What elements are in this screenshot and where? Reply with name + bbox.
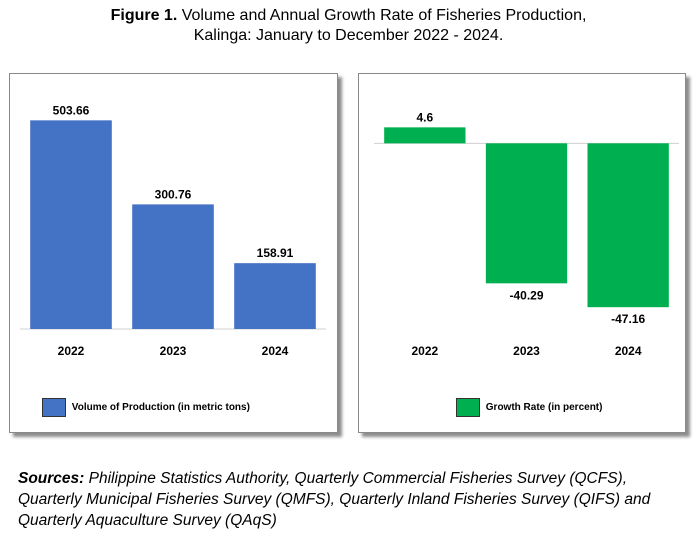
growth-bar-2024 — [587, 143, 669, 308]
volume-data-label-2024: 158.91 — [257, 246, 294, 260]
growth-bar-2022 — [384, 127, 466, 144]
volume-chart-panel: 503.66 2022 300.76 2023 158.91 2024 Volume of… — [9, 73, 338, 433]
volume-data-label-2023: 300.76 — [155, 187, 192, 201]
figure-label: Figure 1. — [110, 7, 178, 24]
growth-tick-label-2023: 2023 — [513, 344, 540, 358]
volume-tick-label-2023: 2023 — [160, 344, 187, 358]
volume-data-label-2022: 503.66 — [53, 103, 90, 117]
figure-title: Figure 1. Volume and Annual Growth Rate … — [0, 6, 697, 46]
growth-legend-label: Growth Rate (in percent) — [485, 402, 603, 413]
sources-note: Sources: Philippine Statistics Authority… — [18, 468, 688, 531]
growth-legend: Growth Rate (in percent) — [456, 398, 602, 418]
volume-bar-2023 — [132, 204, 214, 329]
volume-tick-label-2024: 2024 — [262, 344, 289, 358]
growth-data-label-2024: -47.16 — [611, 312, 645, 326]
volume-bar-2022 — [30, 120, 112, 330]
volume-legend-swatch — [42, 398, 66, 417]
growth-legend-swatch — [456, 398, 480, 417]
growth-data-label-2023: -40.29 — [509, 288, 543, 302]
volume-chart: 503.66 2022 300.76 2023 158.91 2024 — [20, 103, 326, 358]
volume-tick-label-2022: 2022 — [58, 344, 85, 358]
growth-chart-panel: 4.6 2022 -40.29 2023 -47.16 2024 Growth Rate … — [358, 73, 686, 433]
growth-bar-2023 — [485, 143, 568, 284]
growth-chart: 4.6 2022 -40.29 2023 -47.16 2024 — [374, 110, 679, 358]
volume-legend-label: Volume of Production (in metric tons) — [71, 402, 250, 413]
growth-tick-label-2024: 2024 — [615, 344, 642, 358]
sources-label: Sources: — [18, 470, 85, 487]
volume-legend: Volume of Production (in metric tons) — [42, 398, 250, 418]
volume-bar-2024 — [234, 263, 316, 329]
growth-tick-label-2022: 2022 — [411, 344, 438, 358]
figure-title-line2: Kalinga: January to December 2022 - 2024… — [193, 27, 504, 44]
sources-text: Philippine Statistics Authority, Quarter… — [18, 470, 651, 529]
figure-title-line1: Volume and Annual Growth Rate of Fisheri… — [181, 7, 587, 24]
growth-data-label-2022: 4.6 — [416, 110, 433, 124]
